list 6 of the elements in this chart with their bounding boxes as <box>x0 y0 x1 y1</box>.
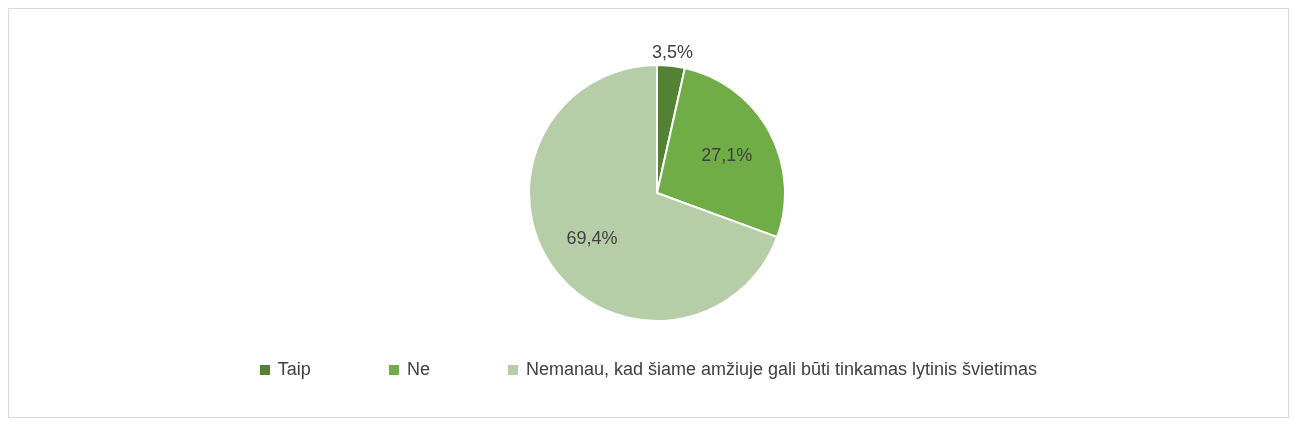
data-label: 27,1% <box>701 144 753 165</box>
legend-label: Ne <box>406 359 430 380</box>
legend-label: Taip <box>277 359 311 380</box>
legend-label: Nemanau, kad šiame amžiuje gali būti tinkamas lytinis švietimas <box>525 359 1038 380</box>
data-label: 3,5% <box>652 41 694 62</box>
data-label: 69,4% <box>566 228 618 249</box>
